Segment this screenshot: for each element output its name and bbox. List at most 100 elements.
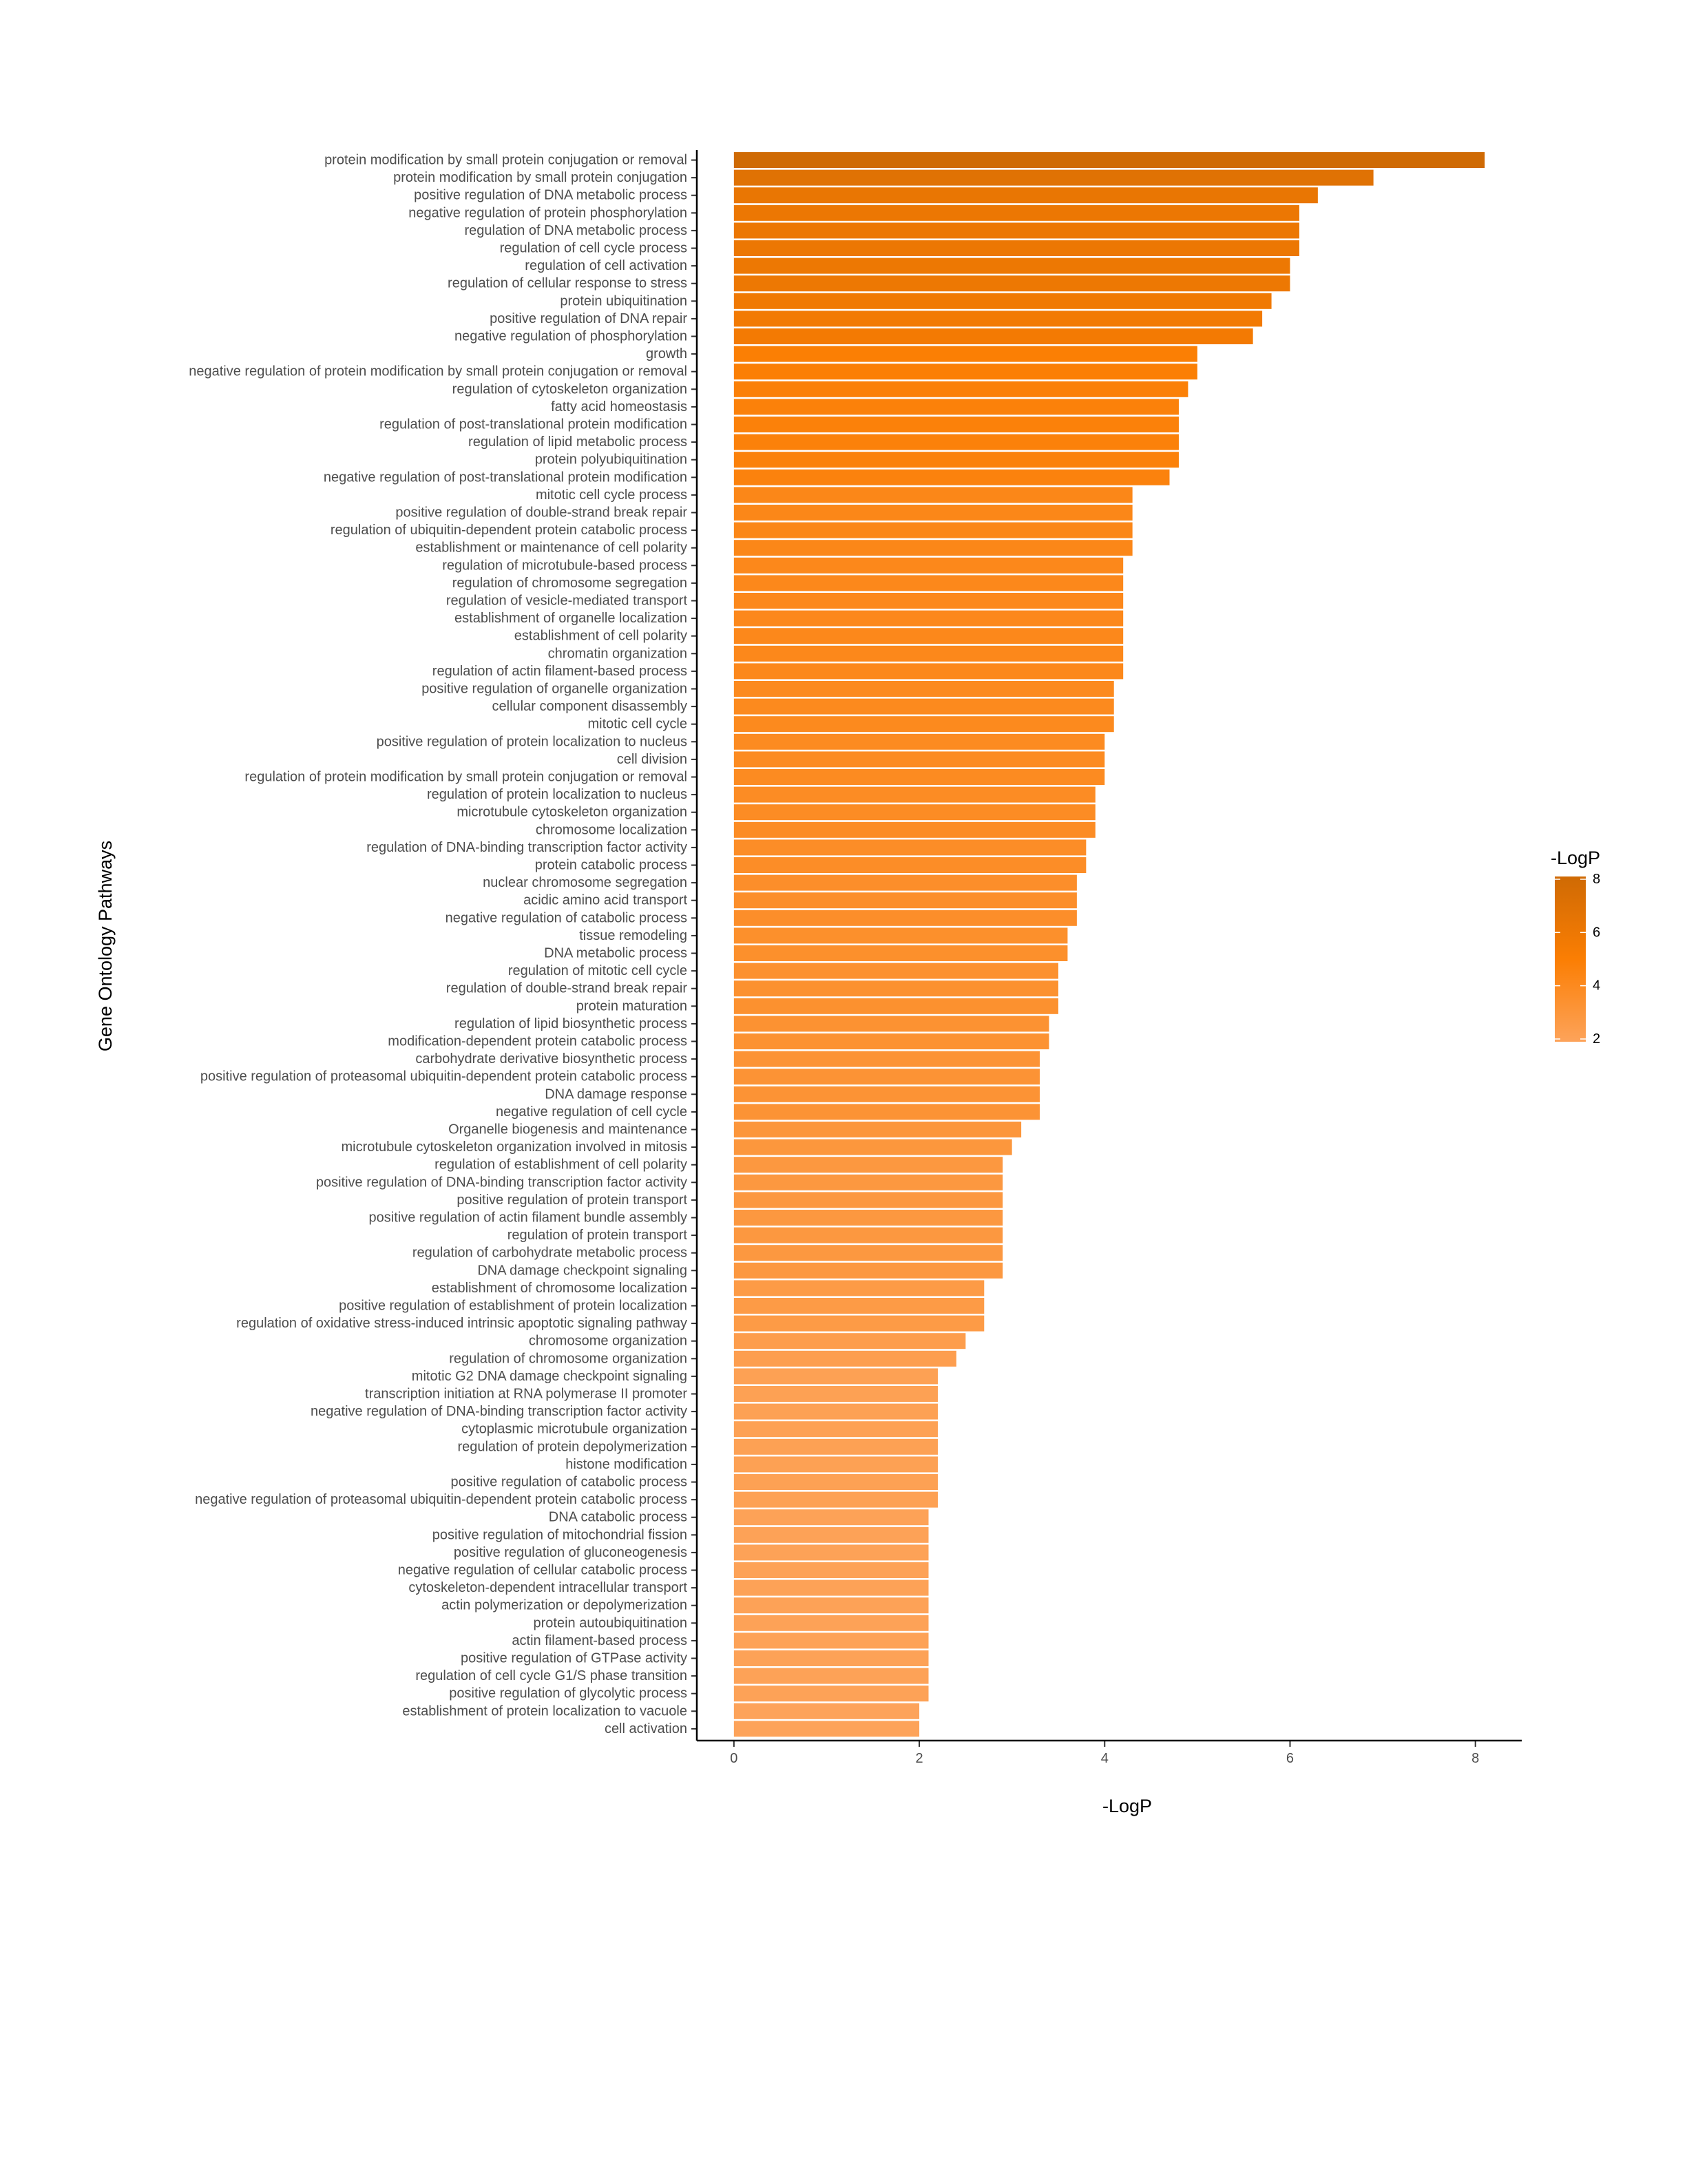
bar bbox=[733, 927, 1068, 944]
y-tick-label: positive regulation of double-strand bre… bbox=[395, 505, 687, 521]
bar bbox=[733, 1033, 1049, 1049]
bar bbox=[733, 1632, 929, 1649]
bar bbox=[733, 1368, 938, 1385]
y-tick-label: protein polyubiquitination bbox=[535, 452, 687, 468]
bar bbox=[733, 187, 1318, 204]
color-legend: -LogP 2 4 6 8 bbox=[1551, 848, 1600, 1047]
y-tick-label: regulation of carbohydrate metabolic pro… bbox=[412, 1246, 687, 1261]
y-tick-label: positive regulation of actin filament bu… bbox=[369, 1210, 687, 1226]
bar bbox=[733, 1280, 985, 1296]
bar bbox=[733, 1086, 1040, 1102]
y-tick-label: histone modification bbox=[565, 1457, 687, 1472]
y-tick-label: mitotic G2 DNA damage checkpoint signali… bbox=[412, 1369, 687, 1384]
y-tick-label: establishment of organelle localization bbox=[454, 611, 687, 626]
bar bbox=[733, 1245, 1003, 1261]
bar bbox=[733, 169, 1374, 186]
bar bbox=[733, 910, 1077, 926]
y-tick-label: chromosome organization bbox=[529, 1334, 687, 1349]
bar bbox=[733, 1509, 929, 1526]
y-tick-label: negative regulation of cell cycle bbox=[496, 1104, 687, 1120]
legend-tick-label: 8 bbox=[1593, 872, 1600, 887]
y-tick-label: DNA metabolic process bbox=[544, 946, 687, 961]
bar bbox=[733, 716, 1114, 733]
y-tick-label: negative regulation of phosphorylation bbox=[454, 329, 687, 344]
y-tick-label: protein autoubiquitination bbox=[533, 1615, 687, 1630]
y-tick-label: cell activation bbox=[605, 1721, 687, 1736]
bar bbox=[733, 857, 1087, 873]
y-tick-label: regulation of microtubule-based process bbox=[442, 558, 687, 573]
bar bbox=[733, 275, 1290, 292]
y-tick-label: regulation of oxidative stress-induced i… bbox=[236, 1316, 687, 1331]
bar bbox=[733, 152, 1485, 168]
bar bbox=[733, 1615, 929, 1631]
y-tick-label: acidic amino acid transport bbox=[523, 893, 687, 908]
legend-tick-label: 2 bbox=[1593, 1031, 1600, 1047]
bar bbox=[733, 786, 1096, 803]
bar bbox=[733, 1686, 929, 1702]
bar bbox=[733, 1579, 929, 1596]
bar bbox=[733, 1562, 929, 1578]
y-tick-label: establishment of cell polarity bbox=[514, 629, 687, 644]
y-tick-label: growth bbox=[646, 346, 687, 361]
y-tick-label: cytoskeleton-dependent intracellular tra… bbox=[408, 1580, 687, 1595]
x-tick-label: 0 bbox=[730, 1751, 737, 1766]
bar bbox=[733, 610, 1124, 627]
bar bbox=[733, 575, 1124, 591]
bar bbox=[733, 540, 1133, 556]
y-tick-label: positive regulation of DNA repair bbox=[490, 311, 687, 326]
y-tick-label: regulation of cell cycle process bbox=[500, 241, 687, 256]
bar bbox=[733, 1438, 938, 1455]
legend-ticks: 2 4 6 8 bbox=[1555, 872, 1600, 1047]
y-tick-label: positive regulation of protein transport bbox=[457, 1193, 687, 1208]
y-tick-label: positive regulation of mitochondrial fis… bbox=[432, 1527, 687, 1542]
y-tick-label: nuclear chromosome segregation bbox=[483, 875, 687, 890]
bar bbox=[733, 346, 1197, 362]
bar bbox=[733, 663, 1124, 680]
x-axis: 0 2 4 6 8 bbox=[730, 1741, 1479, 1766]
y-tick-label: positive regulation of organelle organiz… bbox=[421, 682, 687, 697]
bar bbox=[733, 1051, 1040, 1067]
y-tick-label: carbohydrate derivative biosynthetic pro… bbox=[415, 1051, 687, 1067]
bar bbox=[733, 1703, 920, 1719]
bar bbox=[733, 593, 1124, 609]
y-tick-label: transcription initiation at RNA polymera… bbox=[365, 1387, 687, 1402]
bar bbox=[733, 628, 1124, 644]
y-tick-label: protein maturation bbox=[576, 998, 687, 1014]
y-tick-label: regulation of chromosome segregation bbox=[452, 576, 687, 591]
y-tick-label: modification-dependent protein catabolic… bbox=[388, 1034, 687, 1049]
bar bbox=[733, 417, 1179, 432]
y-tick-label: regulation of DNA-binding transcription … bbox=[366, 840, 687, 855]
bar bbox=[733, 452, 1179, 468]
bars bbox=[733, 152, 1485, 1737]
bar bbox=[733, 240, 1299, 256]
bar bbox=[733, 1491, 938, 1508]
y-tick-label: regulation of protein modification by sm… bbox=[244, 770, 687, 785]
y-tick-label: regulation of cell activation bbox=[525, 258, 687, 273]
y-tick-label: negative regulation of protein phosphory… bbox=[408, 205, 687, 220]
y-tick-label: regulation of post-translational protein… bbox=[379, 417, 687, 432]
y-tick-label: regulation of protein transport bbox=[507, 1228, 688, 1243]
y-tick-label: negative regulation of proteasomal ubiqu… bbox=[195, 1492, 687, 1507]
x-tick-label: 2 bbox=[915, 1751, 923, 1766]
bar bbox=[733, 821, 1096, 838]
y-tick-label: positive regulation of DNA metabolic pro… bbox=[414, 188, 687, 203]
bar bbox=[733, 1174, 1003, 1190]
legend-colorbar bbox=[1555, 876, 1586, 1042]
bar bbox=[733, 839, 1087, 856]
bar bbox=[733, 469, 1170, 485]
y-tick-label: Organelle biogenesis and maintenance bbox=[448, 1122, 687, 1137]
y-tick-label: protein ubiquitination bbox=[560, 293, 687, 308]
bar bbox=[733, 1456, 938, 1473]
y-tick-labels: protein modification by small protein co… bbox=[189, 153, 697, 1736]
bar bbox=[733, 1139, 1012, 1155]
y-tick-label: protein catabolic process bbox=[535, 858, 687, 873]
y-tick-label: microtubule cytoskeleton organization in… bbox=[342, 1140, 687, 1155]
bar bbox=[733, 522, 1133, 538]
bar bbox=[733, 328, 1253, 344]
y-tick-label: cytoplasmic microtubule organization bbox=[461, 1422, 687, 1437]
y-tick-label: positive regulation of glycolytic proces… bbox=[449, 1686, 687, 1701]
y-tick-label: regulation of ubiquitin-dependent protei… bbox=[331, 523, 687, 538]
bar bbox=[733, 204, 1299, 221]
y-tick-label: establishment of chromosome localization bbox=[432, 1281, 687, 1296]
bar bbox=[733, 1016, 1049, 1032]
